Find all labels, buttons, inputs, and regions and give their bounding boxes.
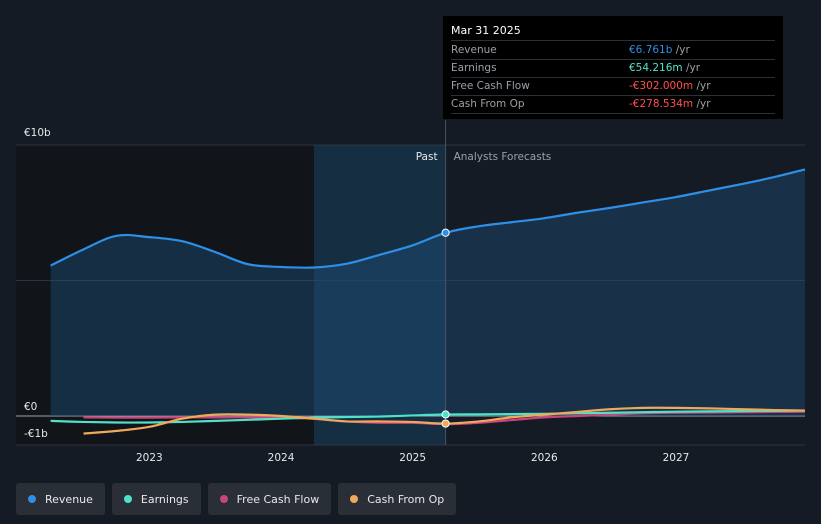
tooltip-value: €54.216m bbox=[629, 62, 683, 74]
legend-label: Cash From Op bbox=[367, 492, 445, 506]
legend-dot-icon bbox=[219, 495, 228, 503]
tooltip-unit: /yr bbox=[686, 62, 701, 74]
legend-item-earnings[interactable]: Earnings bbox=[111, 483, 201, 515]
legend-item-free-cash-flow[interactable]: Free Cash Flow bbox=[207, 483, 332, 515]
revenue-marker bbox=[441, 228, 450, 237]
tooltip-label: Earnings bbox=[451, 62, 497, 74]
x-tick-label: 2027 bbox=[663, 452, 690, 464]
tooltip-label: Free Cash Flow bbox=[451, 80, 530, 92]
cash-from-op-marker bbox=[441, 419, 450, 428]
tooltip-unit: /yr bbox=[696, 80, 711, 92]
revenue-area bbox=[50, 169, 805, 416]
legend-dot-icon bbox=[28, 495, 36, 503]
earnings-line bbox=[50, 409, 806, 424]
y-tick-label: €10b bbox=[24, 127, 51, 139]
legend: Revenue Earnings Free Cash Flow Cash Fro… bbox=[16, 483, 457, 515]
legend-label: Earnings bbox=[140, 492, 189, 506]
past-label: Past bbox=[416, 151, 438, 163]
x-tick-label: 2026 bbox=[531, 452, 558, 464]
tooltip-unit: /yr bbox=[696, 98, 711, 110]
revenue-line bbox=[50, 168, 806, 269]
tooltip: Mar 31 2025 Revenue €6.761b /yr Earnings… bbox=[443, 16, 783, 119]
legend-dot-icon bbox=[350, 495, 359, 503]
legend-label: Free Cash Flow bbox=[236, 492, 320, 506]
y-tick-label: €0 bbox=[24, 401, 37, 413]
highlight-band bbox=[313, 145, 446, 445]
tooltip-label: Revenue bbox=[451, 44, 497, 56]
tooltip-value: -€278.534m bbox=[629, 98, 694, 110]
legend-label: Revenue bbox=[45, 492, 93, 506]
x-tick-label: 2025 bbox=[399, 452, 426, 464]
legend-item-revenue[interactable]: Revenue bbox=[16, 483, 105, 515]
tooltip-date: Mar 31 2025 bbox=[451, 22, 775, 41]
tooltip-row-earnings: Earnings €54.216m /yr bbox=[451, 60, 775, 78]
earnings-marker bbox=[441, 410, 450, 419]
tooltip-row-revenue: Revenue €6.761b /yr bbox=[451, 42, 775, 60]
y-tick-label: -€1b bbox=[24, 428, 48, 440]
tooltip-value: €6.761b bbox=[629, 44, 673, 56]
legend-dot-icon bbox=[123, 495, 132, 503]
x-tick-label: 2023 bbox=[136, 452, 163, 464]
forecast-label: Analysts Forecasts bbox=[454, 151, 552, 163]
tooltip-unit: /yr bbox=[675, 44, 690, 56]
tooltip-row-cash-from-op: Cash From Op -€278.534m /yr bbox=[451, 96, 775, 114]
x-tick-label: 2024 bbox=[268, 452, 295, 464]
tooltip-value: -€302.000m bbox=[629, 80, 694, 92]
tooltip-label: Cash From Op bbox=[451, 98, 525, 110]
tooltip-row-free-cash-flow: Free Cash Flow -€302.000m /yr bbox=[451, 78, 775, 96]
legend-item-cash-from-op[interactable]: Cash From Op bbox=[338, 483, 457, 515]
